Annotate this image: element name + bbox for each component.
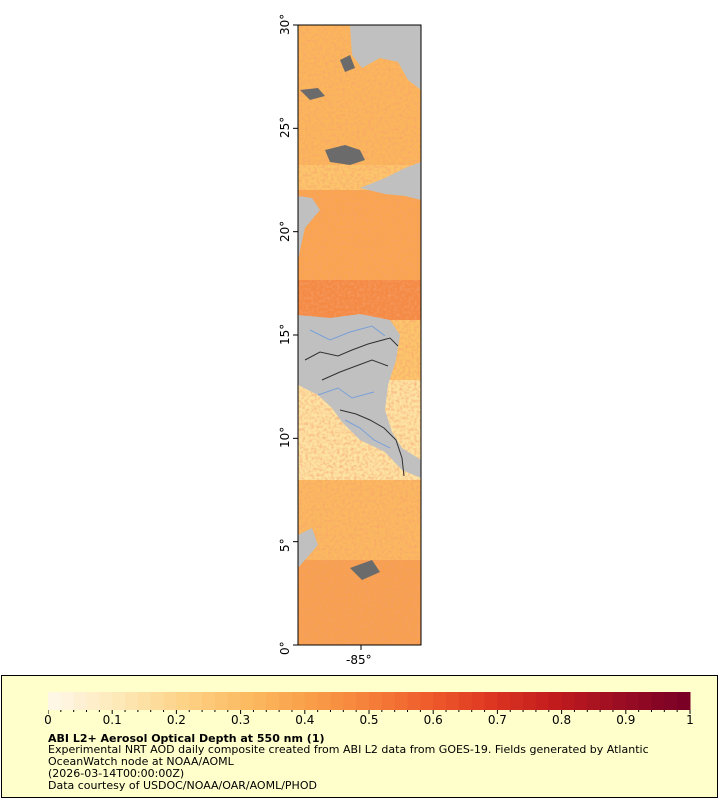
colorbar-cell [381, 692, 396, 710]
colorbar-cell [484, 692, 498, 710]
y-tick-label: 5° [278, 538, 292, 552]
colorbar-cell [189, 692, 203, 710]
colorbar-cell [497, 692, 511, 710]
colorbar-tick-label: 0.7 [487, 713, 507, 727]
y-ticks [293, 24, 298, 646]
colorbar-cell [677, 692, 691, 710]
colorbar-cell [73, 692, 88, 710]
y-tick-label: 30° [278, 13, 292, 35]
colorbar-cell [163, 692, 177, 710]
legend-panel: 0 0.1 0.2 0.3 0.4 0.5 0.6 0.7 0.8 0.9 1 ABI L2+ Ae… [1, 675, 718, 798]
colorbar-cell [137, 692, 152, 710]
colorbar-cell [291, 692, 306, 710]
cloud-patch-3 [340, 55, 355, 72]
colorbar-cell [253, 692, 267, 710]
colorbar-cell [48, 692, 62, 710]
y-tick-label: 25° [278, 117, 292, 139]
cloud-patch-2 [300, 88, 325, 100]
colorbar-cell [535, 692, 550, 710]
colorbar-cell [600, 692, 614, 710]
colorbar-cell [356, 692, 370, 710]
land-north [350, 25, 421, 90]
colorbar-tick-label: 0.4 [295, 713, 315, 727]
cloud-patch-1 [325, 145, 365, 165]
colorbar-cell [625, 692, 640, 710]
colorbar-cell [548, 692, 563, 710]
colorbar-cell [125, 692, 139, 710]
rivers [309, 325, 391, 449]
colorbar-tick-label: 0.1 [102, 713, 122, 727]
colorbar-cell [369, 692, 383, 710]
colorbar-cell [176, 692, 190, 710]
colorbar-tick-label: 0.5 [359, 713, 379, 727]
legend-line-1: Experimental NRT AOD daily composite cre… [48, 743, 649, 756]
country-border [304, 337, 405, 477]
y-tick-label: 0° [278, 641, 292, 655]
colorbar [48, 692, 691, 714]
legend-line-4: Data courtesy of USDOC/NOAA/OAR/AOML/PHO… [48, 779, 317, 792]
colorbar-cell [304, 692, 319, 710]
land-gulf-coast [360, 162, 421, 200]
colorbar-cell [561, 692, 575, 710]
colorbar-tick-label: 0.2 [166, 713, 186, 727]
y-tick-label: 10° [278, 427, 292, 449]
y-tick-label: 15° [278, 323, 292, 345]
land-south-coast [298, 528, 318, 568]
colorbar-cell [394, 692, 409, 710]
colorbar-cell [202, 692, 216, 710]
legend-line-2: OceanWatch node at NOAA/AOML [48, 755, 234, 768]
colorbar-cell [317, 692, 331, 710]
aod-map[interactable] [0, 0, 720, 665]
x-tick-label: -85° [346, 653, 372, 667]
colorbar-cell [150, 692, 165, 710]
legend-title: ABI L2+ Aerosol Optical Depth at 550 nm … [48, 732, 325, 745]
colorbar-tick-label: 1 [686, 713, 694, 727]
legend-line-3: (2026-03-14T00:00:00Z) [48, 767, 185, 780]
map-plot [298, 25, 421, 645]
colorbar-cell [343, 692, 357, 710]
colorbar-tick-label: 0.9 [616, 713, 636, 727]
colorbar-cell [330, 692, 344, 710]
land-west-coast [298, 196, 320, 262]
colorbar-tick-label: 0.8 [552, 713, 572, 727]
colorbar-cell [266, 692, 280, 710]
y-tick-label: 20° [278, 220, 292, 242]
colorbar-cell [60, 692, 75, 710]
colorbar-cell [523, 692, 537, 710]
colorbar-cell [112, 692, 126, 710]
colorbar-cell [587, 692, 601, 710]
colorbar-tick-label: 0.6 [423, 713, 443, 727]
map-area: 0° 5° 10° 15° 20° 25° 30° -85° [0, 0, 720, 667]
colorbar-cell [240, 692, 254, 710]
colorbar-tick-label: 0.3 [231, 713, 251, 727]
colorbar-cell [214, 692, 229, 710]
colorbar-cell [446, 692, 460, 710]
colorbar-cell [407, 692, 421, 710]
colorbar-tick-label: 0 [44, 713, 52, 727]
colorbar-cell [510, 692, 524, 710]
cloud-patch-4 [350, 560, 380, 580]
colorbar-cell [420, 692, 434, 710]
colorbar-cell [458, 692, 473, 710]
colorbar-cell [664, 692, 678, 710]
colorbar-cell [99, 692, 113, 710]
colorbar-cell [86, 692, 100, 710]
colorbar-cell [612, 692, 627, 710]
colorbar-cell [279, 692, 293, 710]
colorbar-cell [471, 692, 486, 710]
colorbar-cell [227, 692, 242, 710]
colorbar-cell [638, 692, 652, 710]
colorbar-cell [574, 692, 588, 710]
colorbar-cell [433, 692, 447, 710]
colorbar-cell [651, 692, 665, 710]
